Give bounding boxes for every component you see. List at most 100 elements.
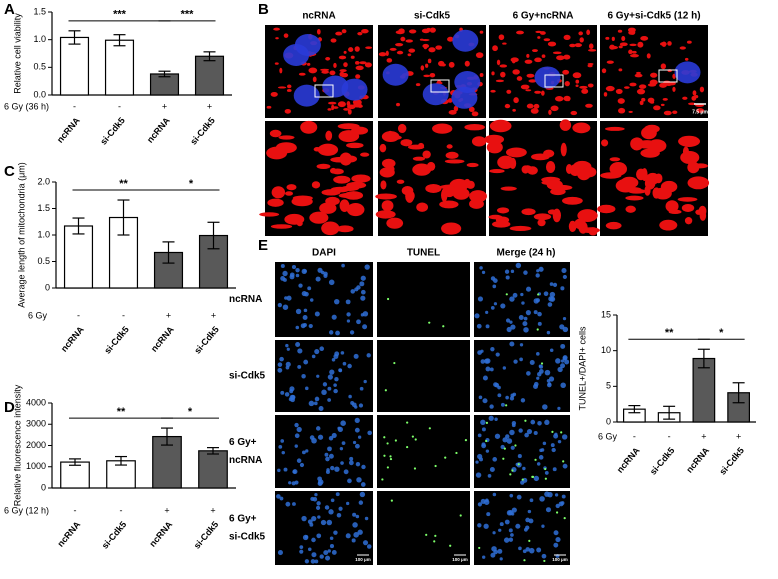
mitochondria — [574, 218, 586, 230]
nucleus — [359, 281, 365, 287]
mitochondria — [330, 156, 351, 163]
nucleus — [557, 406, 561, 411]
nucleus — [492, 492, 497, 497]
nucleus — [348, 460, 354, 466]
micrograph — [275, 340, 373, 412]
nucleus — [313, 401, 318, 406]
y-tick-label: 0 — [606, 416, 611, 426]
tunel-signal — [459, 514, 462, 517]
mitochondria — [443, 184, 456, 198]
mitochondria — [578, 31, 583, 36]
nucleus — [285, 365, 290, 370]
mitochondria — [629, 82, 637, 87]
mitochondria — [575, 79, 580, 84]
mitochondria — [587, 83, 594, 88]
nucleus — [490, 305, 495, 310]
treatment-sign: + — [701, 431, 706, 441]
micrograph — [377, 415, 470, 488]
mitochondria — [375, 193, 397, 200]
tunel-signal — [428, 321, 431, 324]
nucleus — [479, 266, 483, 270]
mitochondria — [688, 102, 696, 106]
y-axis-label: TUNEL+/DAPI+ cells — [577, 326, 587, 411]
nucleus — [560, 363, 566, 369]
x-tick-label: si-Cdk5 — [98, 115, 127, 146]
nucleus — [334, 298, 340, 305]
nucleus — [535, 273, 540, 278]
mitochondria — [381, 200, 394, 212]
x-tick-label: ncRNA — [145, 115, 172, 145]
nucleus — [314, 492, 318, 497]
mitochondria — [618, 107, 626, 114]
mitochondria — [682, 96, 688, 100]
nucleus — [510, 445, 515, 450]
nucleus — [529, 498, 534, 503]
mitochondria — [266, 146, 288, 160]
nucleus — [484, 358, 490, 364]
mitochondria — [422, 150, 431, 159]
nucleus — [361, 464, 366, 470]
mitochondria — [667, 41, 672, 46]
nucleus — [276, 494, 281, 499]
mitochondria — [405, 39, 414, 43]
mitochondria — [284, 108, 292, 114]
nucleus — [516, 494, 522, 500]
nucleus — [526, 428, 533, 435]
nucleus — [301, 450, 306, 455]
mitochondria — [446, 144, 453, 149]
mitochondria — [400, 139, 413, 147]
mitochondria — [339, 199, 350, 212]
mitochondria — [629, 43, 637, 47]
nucleus — [544, 471, 549, 475]
mitochondria — [639, 100, 644, 106]
mitochondria — [489, 119, 512, 133]
tunel-signal — [511, 469, 514, 472]
mitochondria — [653, 105, 661, 111]
mitochondria — [628, 49, 633, 55]
nucleus — [520, 398, 526, 403]
nucleus — [494, 382, 500, 388]
mitochondria — [547, 209, 558, 215]
row-label: 6 Gy+ — [229, 514, 257, 525]
nucleus — [292, 502, 296, 506]
mitochondria — [533, 213, 552, 221]
mitochondria — [309, 211, 329, 224]
nucleus — [315, 505, 321, 510]
mitochondria — [546, 179, 563, 190]
mitochondria — [317, 143, 339, 156]
nucleus — [536, 547, 542, 553]
nucleus — [543, 291, 549, 296]
nucleus — [489, 466, 495, 472]
nucleus — [525, 310, 531, 316]
nucleus — [475, 472, 482, 478]
micrograph — [377, 262, 470, 337]
tunel-signal — [386, 466, 389, 469]
nucleus — [551, 447, 556, 453]
mitochondria — [466, 162, 479, 168]
mitochondria — [585, 103, 593, 108]
mitochondria — [321, 221, 340, 236]
nucleus — [352, 440, 357, 445]
nucleus — [349, 456, 354, 461]
mitochondria — [506, 89, 512, 94]
mitochondria — [468, 106, 475, 113]
nucleus — [340, 351, 345, 355]
tunel-signal — [449, 544, 452, 547]
mitochondria — [341, 29, 347, 34]
mitochondria — [320, 68, 330, 72]
mitochondria — [471, 111, 479, 117]
mitochondria — [556, 55, 565, 61]
nucleus — [505, 434, 510, 439]
mitochondria — [537, 36, 541, 39]
y-tick-label: 15 — [601, 309, 611, 319]
tunel-signal — [394, 439, 397, 442]
nucleus — [536, 352, 540, 356]
nucleus — [340, 461, 344, 465]
nucleus — [353, 532, 359, 538]
mitochondria — [579, 37, 584, 43]
nucleus — [327, 386, 332, 391]
nucleus — [512, 292, 518, 298]
mitochondria — [333, 62, 337, 69]
mitochondria — [330, 186, 350, 193]
nucleus — [346, 501, 350, 506]
